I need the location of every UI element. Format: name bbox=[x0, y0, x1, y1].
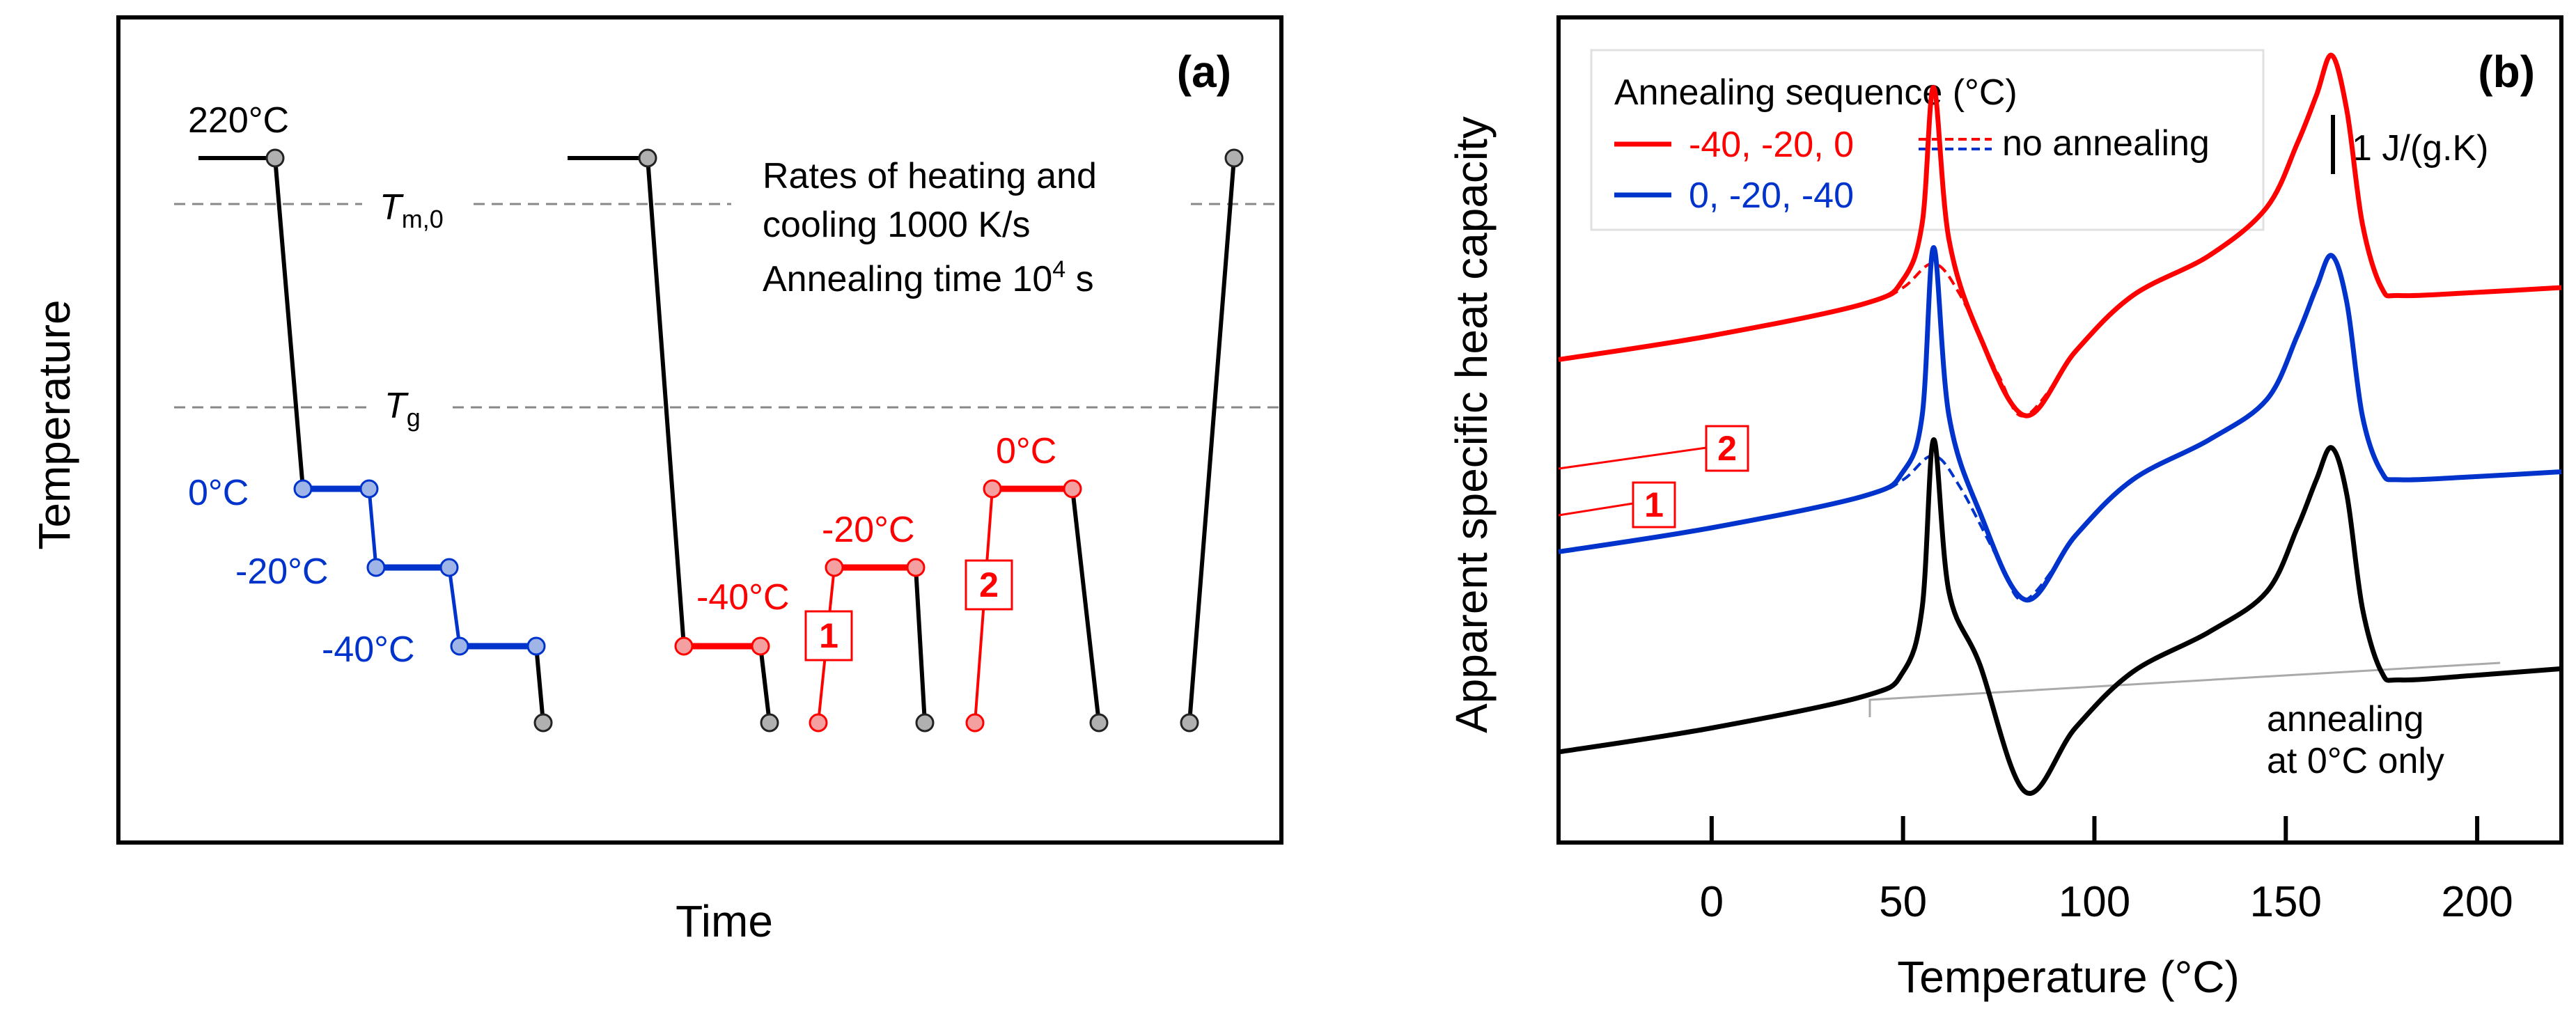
legend-title: Annealing sequence (°C) bbox=[1614, 72, 2017, 113]
marker-point bbox=[293, 479, 313, 499]
blue-step-label-1: -20°C bbox=[235, 551, 329, 592]
callout-box-2 bbox=[1705, 425, 1749, 472]
marker-point bbox=[751, 636, 770, 656]
program-blue: 0°C -20°C -40°C bbox=[188, 148, 553, 733]
marker-box-1 bbox=[804, 610, 853, 661]
panel-a-frame bbox=[116, 15, 1283, 845]
x-tick-label: 0 bbox=[1700, 878, 1724, 926]
info-line-1: Rates of heating and bbox=[763, 156, 1097, 196]
curve-0-20-40 bbox=[1558, 245, 2562, 603]
marker-point bbox=[674, 636, 694, 656]
annotation-line-2: at 0°C only bbox=[2267, 741, 2444, 781]
marker-point bbox=[983, 479, 1002, 499]
marker-point bbox=[526, 636, 546, 656]
marker-point bbox=[359, 479, 379, 499]
marker-point bbox=[366, 558, 386, 577]
marker-box-2 bbox=[965, 559, 1013, 611]
panel-b: (b) Apparent specific heat capacity Temp… bbox=[1446, 15, 2563, 1002]
marker-point bbox=[265, 148, 285, 168]
x-tick-label: 200 bbox=[2441, 878, 2513, 926]
panel-a-ylabel: Temperature bbox=[29, 299, 79, 549]
start-temp-label: 220°C bbox=[188, 100, 289, 141]
callout-line-2 bbox=[1558, 446, 1707, 470]
marker-point bbox=[915, 713, 935, 733]
x-tick-label: 100 bbox=[2059, 878, 2130, 926]
scale-bar-label: 1 J/(g.K) bbox=[2352, 128, 2489, 169]
marker-point bbox=[825, 558, 844, 577]
marker-point bbox=[1180, 713, 1199, 733]
curve-annealing-at-0-c-only bbox=[1558, 437, 2562, 796]
marker-point bbox=[638, 148, 657, 168]
program-red-cool2 bbox=[914, 567, 927, 723]
panel-b-ylabel: Apparent specific heat capacity bbox=[1446, 116, 1497, 733]
curve-no-annealing-red-ref- bbox=[1558, 262, 2077, 418]
marker-point bbox=[439, 558, 459, 577]
marker-box-1-label: 1 bbox=[819, 616, 838, 655]
callout-box-1-label: 1 bbox=[1644, 485, 1664, 524]
program-red-final-heat bbox=[1187, 157, 1236, 723]
blue-step-label-2: -40°C bbox=[322, 629, 415, 670]
info-line-3: Annealing time 104 s bbox=[763, 256, 1094, 299]
marker-point bbox=[965, 713, 985, 733]
program-blue-connector2 bbox=[447, 567, 462, 647]
panel-b-xlabel: Temperature (°C) bbox=[1897, 952, 2240, 1002]
curve--40-20-0 bbox=[1558, 53, 2562, 418]
program-red-cool1 bbox=[758, 645, 772, 723]
marker-point bbox=[450, 636, 469, 656]
curve-no-annealing-blue-ref- bbox=[1558, 454, 2077, 602]
panel-b-letter: (b) bbox=[2478, 47, 2535, 97]
callout-line-1 bbox=[1558, 502, 1634, 517]
marker-point bbox=[1089, 713, 1109, 733]
program-red-cool3 bbox=[1070, 488, 1101, 723]
program-red: -40°C -20°C 0°C 1 2 bbox=[568, 148, 1244, 733]
curves bbox=[1558, 53, 2562, 796]
program-blue-black-path bbox=[198, 156, 305, 490]
x-axis-ticks: 0 50 100 150 200 bbox=[1700, 816, 2513, 926]
marker-point bbox=[906, 558, 926, 577]
x-tick-label: 150 bbox=[2250, 878, 2322, 926]
marker-point bbox=[1063, 479, 1082, 499]
program-blue-connector1 bbox=[367, 488, 378, 568]
marker-box-2-label: 2 bbox=[979, 565, 999, 604]
panel-a-letter: (a) bbox=[1177, 47, 1231, 97]
annotation-line-1: annealing bbox=[2267, 699, 2424, 739]
legend-dashed-label: no annealing bbox=[2002, 123, 2210, 164]
red-step-label-2: 0°C bbox=[996, 431, 1056, 471]
x-tick-label: 50 bbox=[1879, 878, 1927, 926]
black-curve-baseline bbox=[1868, 661, 2501, 717]
tg-label: Tg bbox=[384, 386, 421, 432]
tm0-label: Tm,0 bbox=[380, 187, 444, 233]
marker-point bbox=[1224, 148, 1244, 168]
callout-box-2-label: 2 bbox=[1717, 429, 1737, 468]
red-step-label-1: -20°C bbox=[822, 510, 915, 550]
callout-box-1 bbox=[1632, 481, 1676, 528]
legend: Annealing sequence (°C) -40, -20, 0 no a… bbox=[1590, 49, 2265, 231]
legend-red-label: -40, -20, 0 bbox=[1689, 125, 1854, 165]
panel-a-xlabel: Time bbox=[676, 896, 773, 946]
panel-a: (a) Temperature Time Tm,0 Tg Rates of he… bbox=[29, 15, 1283, 946]
program-red-black-path bbox=[568, 156, 686, 647]
marker-point bbox=[533, 713, 553, 733]
blue-step-label-0: 0°C bbox=[188, 473, 249, 513]
program-blue-tail bbox=[534, 645, 545, 723]
marker-point bbox=[809, 713, 828, 733]
legend-blue-label: 0, -20, -40 bbox=[1689, 175, 1854, 216]
info-line-2: cooling 1000 K/s bbox=[763, 205, 1031, 245]
marker-point bbox=[760, 713, 779, 733]
red-step-label-0: -40°C bbox=[696, 577, 790, 618]
panel-b-frame bbox=[1556, 15, 2563, 845]
